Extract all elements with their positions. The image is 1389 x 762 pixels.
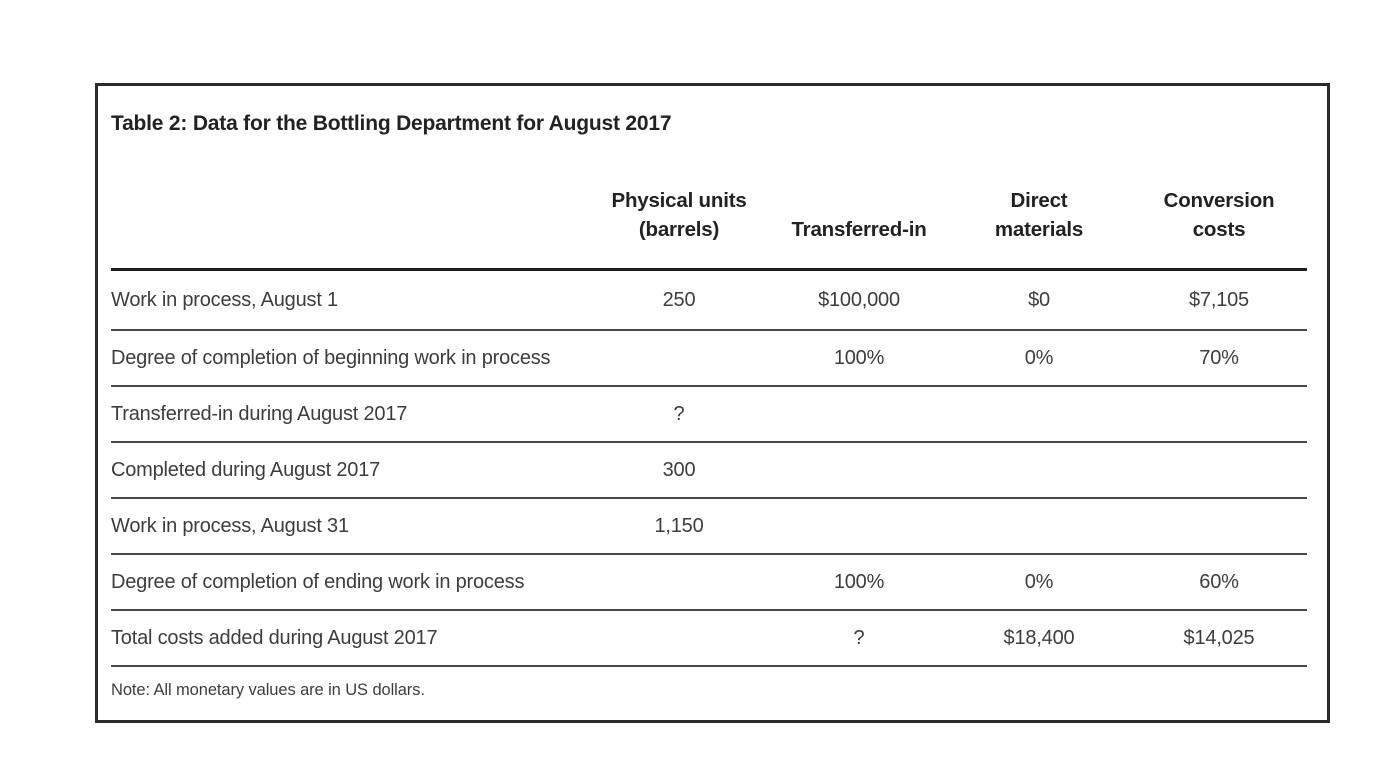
table-row: Total costs added during August 2017 ? $… — [111, 611, 1307, 668]
cell-physical-units: 1,150 — [654, 514, 704, 537]
header-cell-physical-units: Physical units (barrels) — [589, 186, 769, 244]
table-row: Degree of completion of beginning work i… — [111, 331, 1307, 388]
table-title: Table 2: Data for the Bottling Departmen… — [111, 112, 672, 135]
row-label: Degree of completion of beginning work i… — [111, 346, 551, 369]
row-label: Completed during August 2017 — [111, 458, 381, 481]
cell-conversion-costs: $14,025 — [1183, 626, 1255, 649]
header-conversion-costs-line2: costs — [1192, 218, 1246, 242]
row-label: Work in process, August 1 — [111, 288, 338, 311]
cell-transferred-in: $100,000 — [818, 288, 900, 311]
header-physical-units-line1: Physical units — [611, 189, 747, 213]
cell-direct-materials: 0% — [1024, 570, 1054, 593]
header-cell-transferred-in: Transferred-in — [769, 215, 949, 244]
cell-conversion-costs: $7,105 — [1189, 288, 1249, 311]
cell-conversion-costs: 60% — [1199, 570, 1239, 593]
table-row: Completed during August 2017 300 — [111, 443, 1307, 500]
header-physical-units-line2: (barrels) — [638, 218, 720, 242]
row-label: Work in process, August 31 — [111, 514, 349, 537]
header-conversion-costs-line1: Conversion — [1163, 189, 1275, 213]
row-label: Degree of completion of ending work in p… — [111, 570, 525, 593]
row-label: Transferred-in during August 2017 — [111, 402, 408, 425]
cell-transferred-in: ? — [853, 626, 865, 649]
cell-direct-materials: $0 — [1028, 288, 1050, 311]
cell-direct-materials: $18,400 — [1003, 626, 1075, 649]
cell-physical-units: 250 — [662, 288, 696, 311]
header-transferred-in-line2: Transferred-in — [791, 218, 927, 242]
header-cell-direct-materials: Direct materials — [949, 186, 1129, 244]
table-note: Note: All monetary values are in US doll… — [111, 681, 425, 700]
table-row: Degree of completion of ending work in p… — [111, 555, 1307, 612]
cell-physical-units: 300 — [662, 458, 696, 481]
header-direct-materials-line2: materials — [994, 218, 1084, 242]
header-direct-materials-line1: Direct — [1010, 189, 1068, 213]
cell-physical-units: ? — [673, 402, 685, 425]
cell-transferred-in: 100% — [833, 346, 885, 369]
cell-conversion-costs: 70% — [1199, 346, 1239, 369]
cell-direct-materials: 0% — [1024, 346, 1054, 369]
cell-transferred-in: 100% — [833, 570, 885, 593]
table-row: Work in process, August 1 250 $100,000 $… — [111, 271, 1307, 332]
table-header-row: Physical units (barrels) Transferred-in … — [111, 136, 1309, 272]
table-row: Transferred-in during August 2017 ? — [111, 387, 1307, 444]
header-cell-conversion-costs: Conversion costs — [1129, 186, 1309, 244]
row-label: Total costs added during August 2017 — [111, 626, 438, 649]
table-card: Table 2: Data for the Bottling Departmen… — [95, 83, 1330, 723]
table-row: Work in process, August 31 1,150 — [111, 499, 1307, 556]
